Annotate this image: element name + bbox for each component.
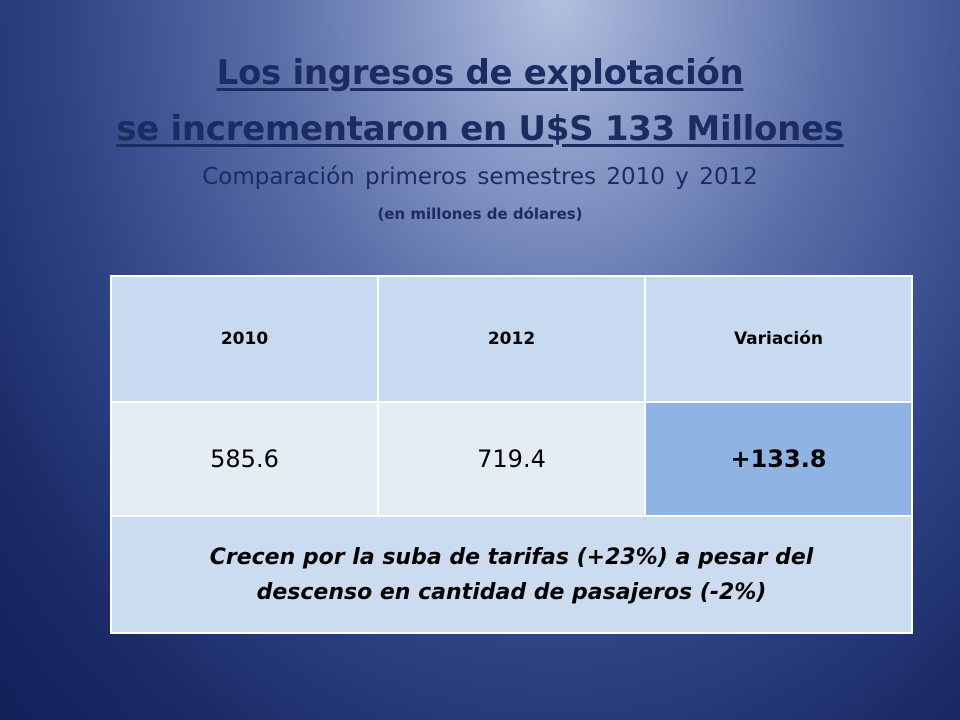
- note-cell: Crecen por la suba de tarifas (+23%) a p…: [110, 515, 913, 634]
- slide-title-line2: se incrementaron en U$S 133 Millones: [116, 109, 844, 149]
- header-variation: Variación: [644, 275, 913, 403]
- slide-title-line1: Los ingresos de explotación: [216, 53, 744, 93]
- value-variation: +133.8: [644, 401, 913, 517]
- note-line2: descenso en cantidad de pasajeros (-2%): [256, 579, 767, 605]
- slide-subtitle: Comparación primeros semestres 2010 y 20…: [202, 164, 758, 190]
- revenue-table: 2010 2012 Variación 585.6 719.4 +133.8 C…: [110, 275, 913, 634]
- note-row: Crecen por la suba de tarifas (+23%) a p…: [110, 515, 913, 634]
- header-2012: 2012: [377, 275, 646, 403]
- header-2010: 2010: [110, 275, 379, 403]
- header-row: 2010 2012 Variación: [110, 275, 913, 403]
- note-line1: Crecen por la suba de tarifas (+23%) a p…: [209, 544, 814, 570]
- value-2010: 585.6: [110, 401, 379, 517]
- units-note: (en millones de dólares): [377, 205, 583, 223]
- value-2012: 719.4: [377, 401, 646, 517]
- values-row: 585.6 719.4 +133.8: [110, 401, 913, 517]
